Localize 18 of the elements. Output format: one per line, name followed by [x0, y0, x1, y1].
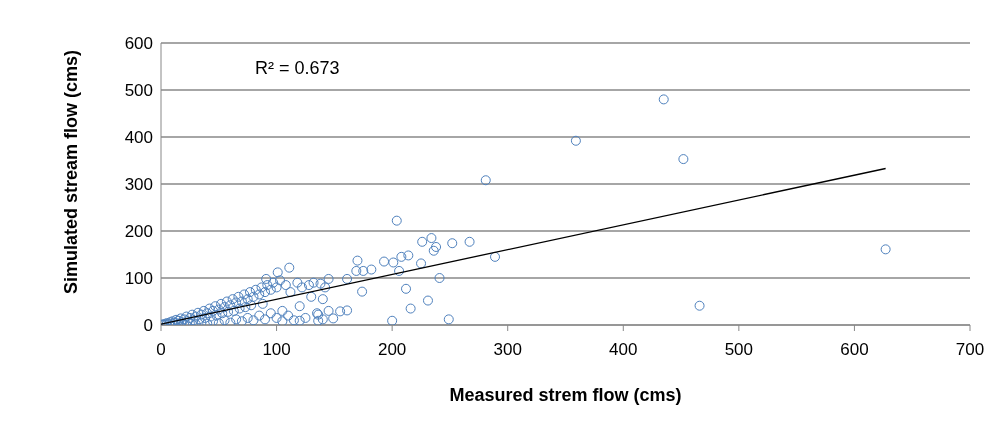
- y-tick-label: 0: [143, 316, 153, 336]
- x-tick-label: 600: [840, 340, 869, 360]
- x-tick-label: 400: [609, 340, 638, 360]
- annotation: R² = 0.673: [255, 58, 340, 79]
- y-tick-label: 300: [124, 175, 153, 195]
- x-tick-label: 100: [262, 340, 291, 360]
- x-axis-title: Measured strem flow (cms): [449, 385, 682, 405]
- x-tick-label: 300: [493, 340, 522, 360]
- y-tick-label: 400: [124, 128, 153, 148]
- x-tick-label: 200: [377, 340, 407, 360]
- x-tick-label: 700: [955, 340, 985, 360]
- y-tick-label: 500: [124, 81, 153, 101]
- y-tick-label: 200: [124, 222, 153, 242]
- y-tick-label: 100: [124, 269, 153, 289]
- y-tick-label: 600: [124, 34, 153, 54]
- y-axis-title: Simulated stream flow (cms): [61, 49, 82, 294]
- x-tick-label: 500: [724, 340, 754, 360]
- x-tick-label: 0: [156, 340, 166, 360]
